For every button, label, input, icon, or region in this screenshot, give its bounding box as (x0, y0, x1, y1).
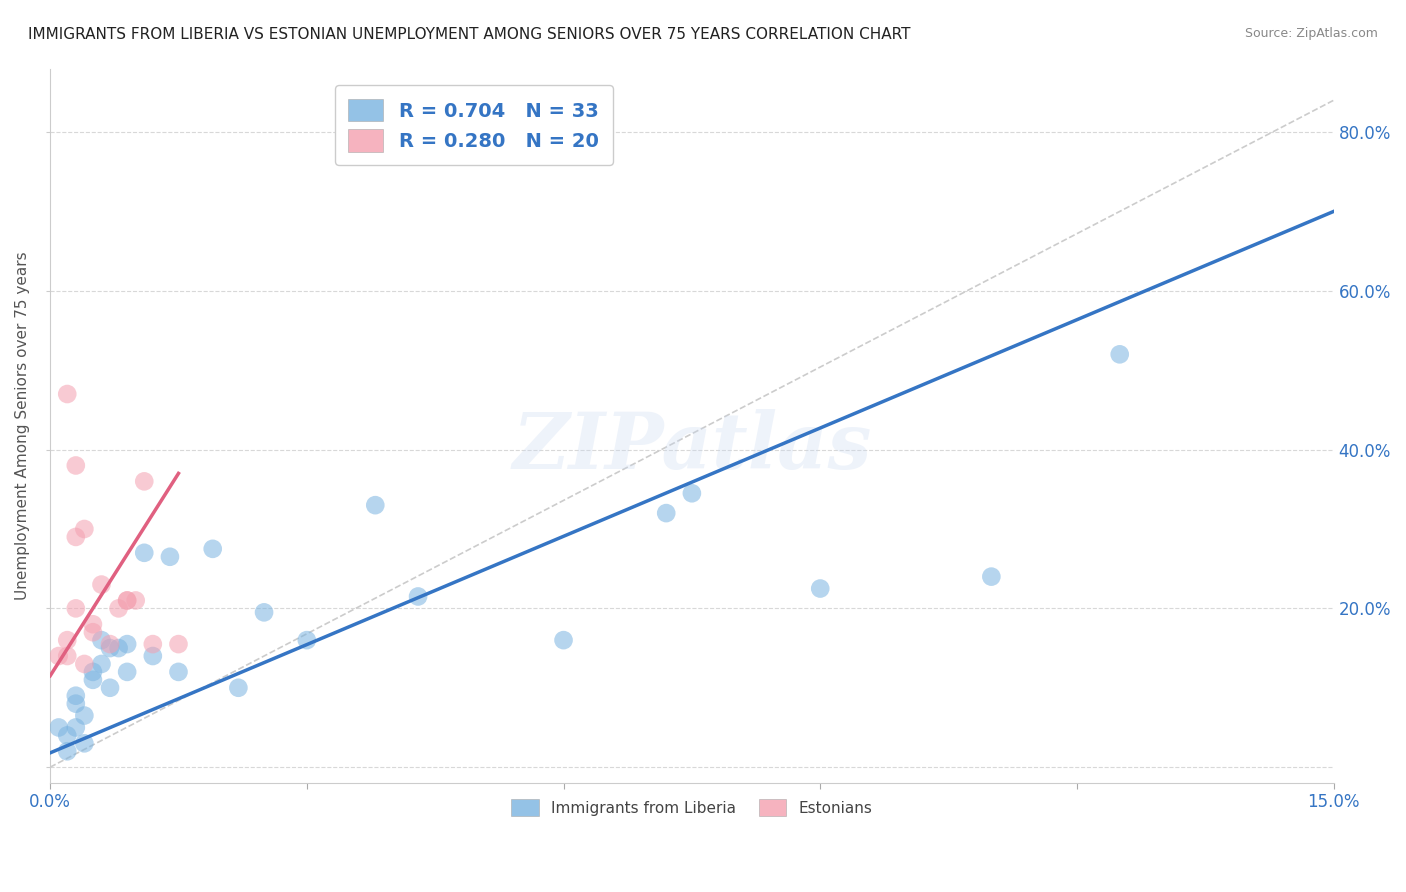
Y-axis label: Unemployment Among Seniors over 75 years: Unemployment Among Seniors over 75 years (15, 252, 30, 600)
Point (655, 506, 678, 520)
Point (107, 601, 129, 615)
Point (167, 637, 190, 651)
Point (115, 593, 138, 607)
Point (56, 648, 79, 663)
Point (56, 744, 79, 758)
Point (364, 498, 387, 512)
Point (1108, 347, 1130, 361)
Point (406, 590, 429, 604)
Point (65, 458, 87, 473)
Point (167, 665, 190, 679)
Point (159, 549, 181, 564)
Legend: Immigrants from Liberia, Estonians: Immigrants from Liberia, Estonians (502, 789, 882, 825)
Point (253, 605, 276, 619)
Point (82, 617, 104, 632)
Point (808, 582, 831, 596)
Point (73, 522, 96, 536)
Point (115, 637, 138, 651)
Point (125, 593, 148, 607)
Point (142, 637, 165, 651)
Point (90, 657, 112, 671)
Point (65, 689, 87, 703)
Point (73, 708, 96, 723)
Point (115, 593, 138, 607)
Point (115, 665, 138, 679)
Point (228, 681, 250, 695)
Point (142, 648, 165, 663)
Point (65, 601, 87, 615)
Text: Source: ZipAtlas.com: Source: ZipAtlas.com (1244, 27, 1378, 40)
Point (90, 633, 112, 648)
Point (82, 625, 104, 640)
Point (90, 577, 112, 591)
Point (56, 387, 79, 401)
Point (48, 648, 70, 663)
Point (980, 569, 1002, 583)
Point (82, 665, 104, 679)
Point (82, 673, 104, 687)
Point (134, 475, 156, 489)
Point (65, 721, 87, 735)
Point (98, 681, 121, 695)
Point (65, 530, 87, 544)
Point (73, 736, 96, 750)
Text: IMMIGRANTS FROM LIBERIA VS ESTONIAN UNEMPLOYMENT AMONG SENIORS OVER 75 YEARS COR: IMMIGRANTS FROM LIBERIA VS ESTONIAN UNEM… (28, 27, 911, 42)
Point (56, 633, 79, 648)
Point (681, 486, 703, 500)
Point (65, 697, 87, 711)
Point (107, 641, 129, 656)
Point (295, 633, 318, 648)
Point (98, 641, 121, 656)
Text: ZIPatlas: ZIPatlas (512, 409, 872, 485)
Point (134, 546, 156, 560)
Point (56, 728, 79, 742)
Point (201, 541, 224, 556)
Point (48, 721, 70, 735)
Point (553, 633, 575, 648)
Point (73, 657, 96, 671)
Point (98, 637, 121, 651)
